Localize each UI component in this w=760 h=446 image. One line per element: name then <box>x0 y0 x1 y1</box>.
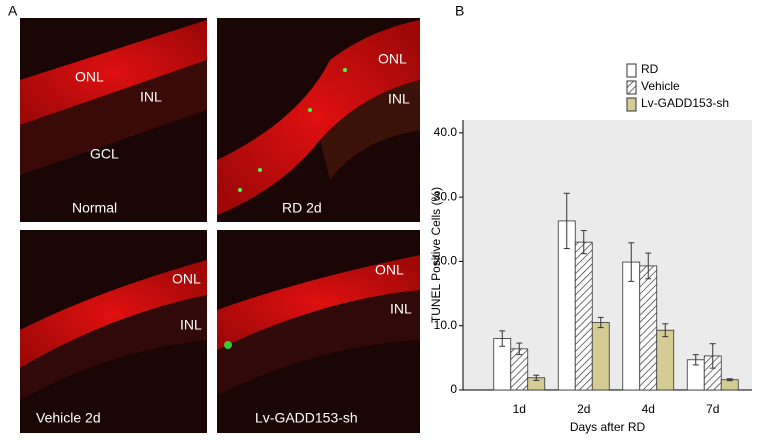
layer-label: INL <box>388 91 410 107</box>
panel-label: B <box>455 3 464 19</box>
error-bar <box>597 316 604 329</box>
error-bar <box>533 374 540 381</box>
error-bar <box>692 354 699 366</box>
y-tick-label: 20.0 <box>434 254 458 268</box>
micrograph: ONL INL RD 2d <box>217 18 420 222</box>
bar <box>639 265 658 391</box>
legend-swatch <box>626 80 637 95</box>
layer-label: ONL <box>375 262 404 278</box>
layer-label: ONL <box>378 51 407 67</box>
x-tick-label: 2d <box>577 402 590 416</box>
micrograph: ONL INL Lv-GADD153-sh <box>217 230 420 433</box>
caption: Lv-GADD153-sh <box>255 410 358 426</box>
caption: RD 2d <box>282 200 322 216</box>
error-bar <box>516 342 523 356</box>
y-tick-label: 10.0 <box>434 318 458 332</box>
legend-swatch <box>626 63 637 78</box>
error-bar <box>580 230 587 255</box>
legend-label: Lv-GADD153-sh <box>641 96 729 110</box>
y-tick-label: 40.0 <box>434 125 458 139</box>
legend-swatch <box>626 97 637 112</box>
layer-label: ONL <box>172 271 201 287</box>
bar <box>656 329 675 391</box>
bar <box>720 379 739 391</box>
error-bar <box>628 242 635 282</box>
layer-label: INL <box>140 89 162 105</box>
error-bar <box>726 378 733 382</box>
error-bar <box>645 252 652 280</box>
error-bar <box>563 192 570 250</box>
bar-chart: 0 10.0 20.0 30.0 40.0 1d 2d 4d 7d RD Vehicle Lv-GAD… <box>429 62 752 434</box>
y-tick-label: 30.0 <box>434 189 458 203</box>
micrograph: ONL INL GCL Normal <box>20 18 207 222</box>
layer-label: GCL <box>90 146 119 162</box>
bar <box>574 241 593 391</box>
caption: Vehicle 2d <box>36 410 101 426</box>
bar <box>591 322 610 391</box>
error-bar <box>709 343 716 369</box>
layer-label: ONL <box>75 69 104 85</box>
layer-label: INL <box>390 301 412 317</box>
x-tick-label: 7d <box>706 402 719 416</box>
x-axis-label: Days after RD <box>570 420 646 434</box>
layer-label: INL <box>180 317 202 333</box>
x-tick-label: 4d <box>642 402 655 416</box>
caption: Normal <box>72 200 117 216</box>
error-bar <box>662 323 669 338</box>
panel-label: A <box>8 3 18 19</box>
y-tick-label: 0 <box>450 382 457 396</box>
error-bar <box>499 330 506 347</box>
legend-label: Vehicle <box>641 79 680 93</box>
x-tick-label: 1d <box>513 402 526 416</box>
y-axis-label: TUNEL Positive Cells (%) <box>429 187 443 323</box>
micrograph: ONL INL Vehicle 2d <box>20 230 207 433</box>
legend-label: RD <box>641 62 659 76</box>
